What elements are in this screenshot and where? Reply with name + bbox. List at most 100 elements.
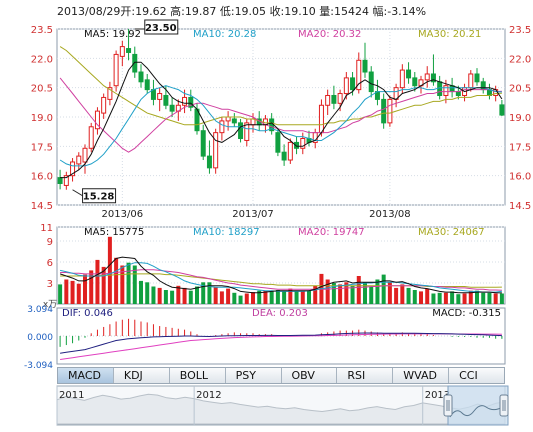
- volume-bar: [114, 257, 119, 304]
- volume-bar: [493, 293, 498, 304]
- candle-body: [182, 96, 188, 106]
- candle-body: [219, 120, 225, 134]
- candle-body: [157, 93, 163, 100]
- quote-header: 2013/08/29开:19.62 高:19.87 低:19.05 收:19.1…: [57, 5, 427, 18]
- volume-bar: [120, 265, 125, 304]
- navigator-right-handle[interactable]: [499, 394, 509, 417]
- volume-bar: [294, 290, 299, 304]
- navigator-left-handle[interactable]: [443, 394, 453, 417]
- tab-macd[interactable]: MACD: [58, 368, 114, 383]
- candle-body: [387, 98, 393, 124]
- volume-bar: [288, 288, 293, 304]
- volume-bar: [244, 293, 249, 304]
- candle-body: [113, 53, 119, 87]
- tab-boll[interactable]: BOLL: [170, 368, 226, 383]
- low-marker-line: [72, 189, 83, 197]
- volume-bar: [381, 274, 386, 304]
- price-ma-legend: MA20: 20.32: [298, 29, 361, 40]
- quote-change: -3.14%: [387, 5, 427, 18]
- volume-bar: [70, 280, 75, 304]
- volume-bar: [263, 290, 268, 304]
- high-marker-box: [144, 19, 179, 35]
- volume-bar: [251, 292, 255, 304]
- candle-body: [325, 94, 331, 106]
- tab-obv[interactable]: OBV: [282, 368, 338, 383]
- volume-bar: [58, 284, 63, 304]
- candle-body: [169, 104, 175, 112]
- candle-body: [474, 73, 480, 83]
- candle-body: [163, 94, 169, 106]
- candle-body: [318, 104, 324, 134]
- tab-kdj[interactable]: KDJ: [114, 368, 170, 383]
- volume-bar: [356, 276, 361, 304]
- price-axis-right-tick: 16.0: [509, 172, 531, 183]
- volume-bar: [219, 291, 224, 304]
- quote-date: 2013/08/29: [57, 5, 121, 18]
- volume-axis-tick: 6: [47, 258, 53, 269]
- volume-bar: [151, 286, 156, 304]
- price-axis-right-tick: 23.5: [509, 25, 531, 36]
- candle-body: [281, 151, 287, 161]
- volume-bar: [176, 285, 181, 304]
- price-axis-left-tick: 23.5: [31, 25, 53, 36]
- volume-bar: [487, 292, 492, 304]
- candle-body: [132, 53, 138, 73]
- high-marker-label: 23.50: [145, 23, 177, 34]
- volume-axis-tick: 9: [47, 237, 53, 248]
- volume-ma30-line: [60, 273, 502, 288]
- candle-body: [412, 77, 418, 87]
- candle-body: [381, 98, 387, 124]
- navigator-year-label: 2013: [425, 390, 450, 401]
- price-axis-right-tick: 20.5: [509, 84, 531, 95]
- volume-bar: [107, 236, 112, 304]
- volume-bar: [238, 295, 243, 304]
- volume-bar: [325, 279, 330, 304]
- candle-body: [356, 59, 362, 91]
- volume-bar: [412, 290, 417, 304]
- ma30-line: [59, 46, 502, 126]
- price-axis-right-tick: 14.5: [509, 201, 531, 212]
- tab-rsi[interactable]: RSI: [337, 368, 394, 383]
- quote-volume: 15424: [334, 5, 369, 18]
- candle-body: [206, 155, 212, 169]
- price-axis-left-tick: 19.0: [31, 113, 53, 124]
- volume-bar: [456, 294, 461, 304]
- volume-bar: [400, 284, 405, 304]
- candle-body: [368, 71, 374, 93]
- volume-bar: [475, 290, 479, 304]
- candle-body: [107, 87, 113, 100]
- volume-bar: [387, 282, 392, 304]
- candle-body: [57, 177, 63, 184]
- volume-bar: [350, 285, 355, 304]
- candle-body: [119, 46, 125, 57]
- volume-ma-legend: MA30: 24067: [418, 227, 485, 238]
- price-ma-legend: MA10: 20.28: [193, 29, 256, 40]
- candle-body: [138, 71, 144, 83]
- volume-bar: [406, 287, 411, 304]
- candle-body: [430, 73, 436, 83]
- candle-body: [300, 138, 306, 149]
- tab-cci[interactable]: CCI: [459, 369, 478, 382]
- volume-bar: [300, 291, 305, 304]
- volume-bar: [188, 290, 193, 304]
- candle-body: [443, 85, 449, 96]
- quote-high: 19.87: [184, 5, 217, 18]
- candle-body: [213, 132, 219, 169]
- tab-wvad[interactable]: WVAD: [393, 368, 450, 383]
- volume-bar: [443, 292, 448, 304]
- volume-bar: [101, 266, 106, 304]
- candle-body: [275, 132, 281, 153]
- volume-bar: [145, 282, 150, 304]
- macd-axis-tick: 3.094: [27, 305, 53, 315]
- tab-psy[interactable]: PSY: [226, 368, 282, 383]
- candle-body: [63, 175, 69, 186]
- volume-bar: [419, 291, 423, 304]
- low-marker-box: [82, 188, 117, 204]
- candle-body: [231, 118, 237, 124]
- candle-body: [362, 59, 368, 73]
- volume-bar: [394, 287, 399, 304]
- volume-bar: [462, 293, 467, 304]
- navigator-selection-line: [449, 405, 509, 418]
- volume-bar: [363, 282, 367, 304]
